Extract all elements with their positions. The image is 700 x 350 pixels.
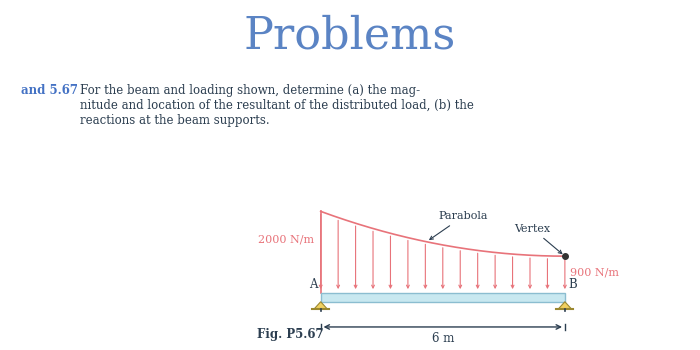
Text: Fig. P5.67: Fig. P5.67 [257, 328, 324, 341]
Bar [321, 293, 565, 302]
Text: 6 m: 6 m [432, 332, 454, 345]
Text: and 5.67: and 5.67 [21, 84, 78, 97]
Text: Vertex: Vertex [514, 224, 562, 253]
Text: For the beam and loading shown, determine (a) the mag-
nitude and location of th: For the beam and loading shown, determin… [80, 84, 475, 127]
Polygon shape [559, 302, 571, 309]
Text: Parabola: Parabola [430, 211, 488, 239]
Text: A: A [309, 278, 317, 291]
Polygon shape [314, 302, 327, 309]
Text: 900 N/m: 900 N/m [570, 267, 619, 278]
Text: B: B [568, 278, 577, 291]
Text: Problems: Problems [244, 14, 456, 57]
Text: 2000 N/m: 2000 N/m [258, 235, 314, 245]
